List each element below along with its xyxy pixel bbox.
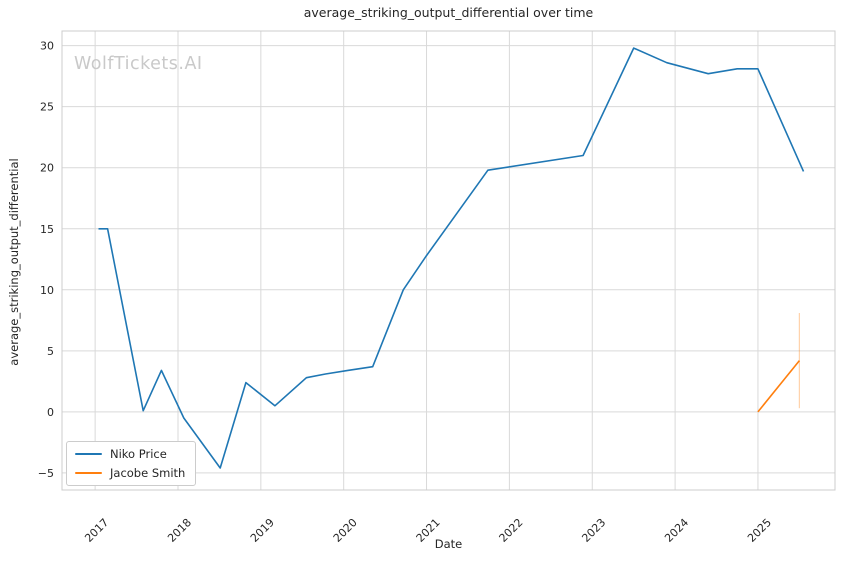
series-line-jacobe-smith — [757, 360, 801, 413]
y-axis-label: average_striking_output_differential — [7, 158, 21, 366]
series-line-niko-price — [98, 47, 805, 469]
chart-title: average_striking_output_differential ove… — [303, 5, 594, 20]
legend-label: Jacobe Smith — [110, 466, 186, 480]
y-tick-label: 10 — [40, 284, 54, 297]
watermark: WolfTickets.AI — [74, 54, 203, 74]
y-tick-label: 0 — [47, 406, 54, 419]
y-tick-label: −5 — [38, 467, 54, 480]
legend-line-swatch — [75, 472, 102, 474]
y-tick-label: 5 — [47, 345, 54, 358]
legend-label: Niko Price — [110, 447, 167, 461]
plot-border — [61, 30, 836, 491]
legend-line-swatch — [75, 453, 102, 455]
x-axis-label: Date — [434, 537, 463, 551]
y-tick-label: 25 — [40, 101, 54, 114]
legend-item-niko-price: Niko Price — [75, 446, 185, 462]
y-tick-label: 15 — [40, 223, 54, 236]
y-tick-label: 30 — [40, 40, 54, 53]
y-tick-label: 20 — [40, 162, 54, 175]
legend-item-jacobe-smith: Jacobe Smith — [75, 465, 185, 481]
legend: Niko Price Jacobe Smith — [66, 441, 197, 486]
